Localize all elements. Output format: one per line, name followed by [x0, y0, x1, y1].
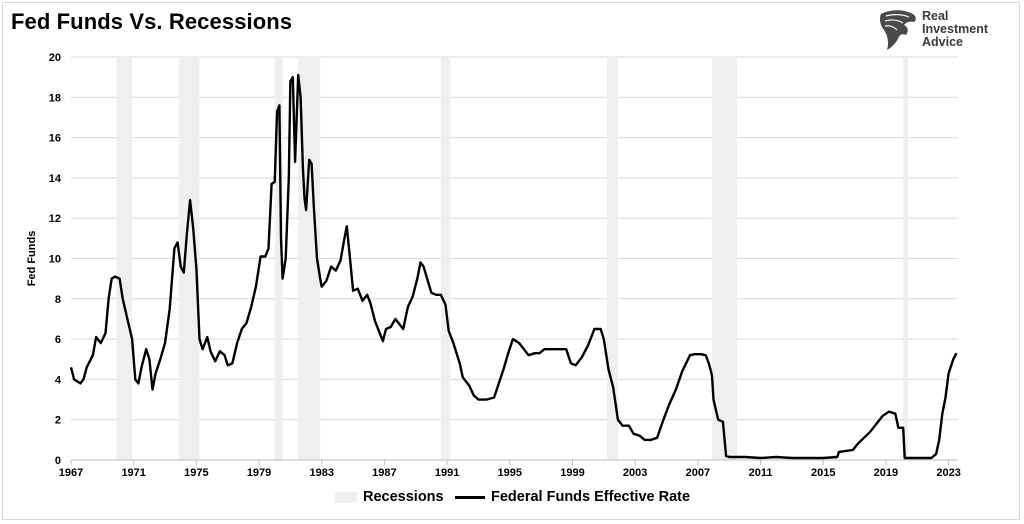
- y-tick-label-16: 16: [49, 133, 61, 145]
- logo-text: Real Investment Advice: [922, 10, 988, 49]
- x-tick-label-2011: 2011: [749, 467, 773, 479]
- y-axis-label: Fed Funds: [26, 231, 38, 287]
- legend-swatch-recessions: [335, 491, 357, 503]
- x-tick-label-1991: 1991: [435, 467, 459, 479]
- logo-line-3: Advice: [922, 35, 963, 49]
- y-tick-label-10: 10: [49, 254, 61, 266]
- logo-line-1: Real: [922, 9, 949, 23]
- legend-item-recessions: Recessions: [335, 489, 444, 505]
- x-tick-label-1987: 1987: [372, 467, 396, 479]
- recession-band-0: [116, 57, 133, 460]
- y-tick-label-20: 20: [49, 52, 61, 64]
- x-tick-label-1999: 1999: [560, 467, 584, 479]
- x-tick-label-2007: 2007: [686, 467, 710, 479]
- eagle-head-icon: [880, 10, 916, 50]
- y-tick-label-4: 4: [55, 374, 62, 386]
- recession-band-6: [711, 57, 738, 460]
- x-tick-label-1971: 1971: [121, 467, 145, 479]
- legend-item-fedfunds: Federal Funds Effective Rate: [455, 489, 690, 505]
- x-tick-label-1975: 1975: [184, 467, 208, 479]
- recession-band-1: [179, 57, 200, 460]
- recession-band-4: [440, 57, 451, 460]
- legend-swatch-fedfunds: [455, 495, 485, 499]
- y-tick-label-12: 12: [49, 213, 61, 225]
- series-line-fedfunds: [69, 73, 958, 460]
- x-tick-label-2023: 2023: [936, 467, 960, 479]
- x-tick-label-1995: 1995: [498, 467, 522, 479]
- x-tick-label-1979: 1979: [247, 467, 271, 479]
- logo-line-2: Investment: [922, 22, 988, 36]
- x-tick-label-2015: 2015: [811, 467, 835, 479]
- y-tick-label-2: 2: [55, 415, 61, 427]
- x-tick-label-1967: 1967: [59, 467, 83, 479]
- x-tick-label-2019: 2019: [874, 467, 898, 479]
- y-tick-label-6: 6: [55, 334, 61, 346]
- x-tick-label-1983: 1983: [309, 467, 333, 479]
- legend-label-fedfunds: Federal Funds Effective Rate: [491, 489, 691, 505]
- y-tick-label-14: 14: [49, 173, 62, 185]
- legend-label-recessions: Recessions: [363, 489, 444, 505]
- recession-band-5: [606, 57, 618, 460]
- logo: Real Investment Advice: [878, 8, 1008, 54]
- x-tick-label-2003: 2003: [623, 467, 647, 479]
- recession-band-7: [903, 57, 908, 460]
- y-tick-label-8: 8: [55, 294, 61, 306]
- y-tick-label-0: 0: [55, 455, 61, 467]
- chart-legend: Recessions Federal Funds Effective Rate: [0, 489, 1024, 509]
- recession-band-2: [274, 57, 283, 460]
- chart-title: Fed Funds Vs. Recessions: [11, 9, 293, 34]
- y-tick-label-18: 18: [49, 92, 61, 104]
